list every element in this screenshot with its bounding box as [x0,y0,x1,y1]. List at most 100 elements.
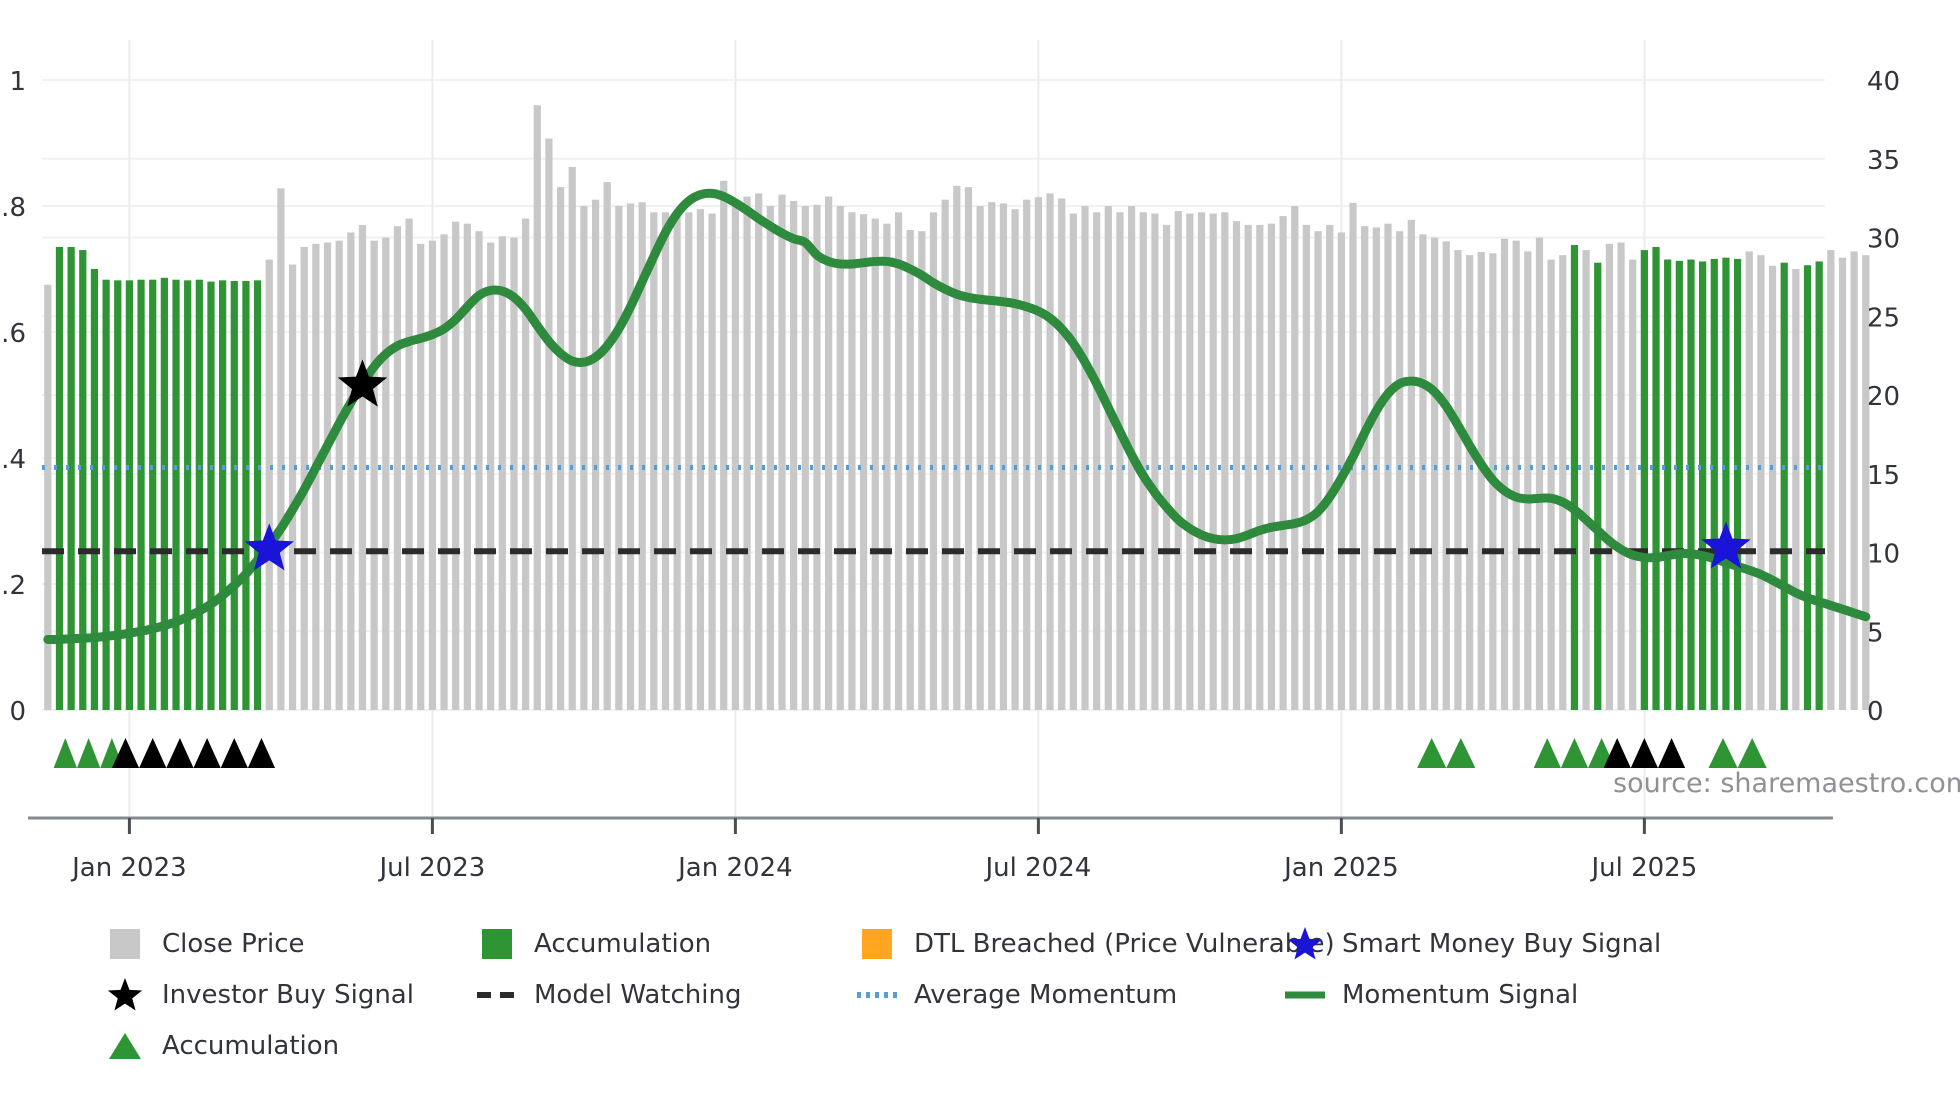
square-swatch-orange [856,929,898,959]
bar-close-price [277,188,285,711]
bar-close-price [1291,206,1299,710]
bar-accumulation [160,277,168,710]
bar-close-price [1757,255,1765,710]
bar-close-price [428,240,437,710]
legend-item-label: DTL Breached (Price Vulnerable) [914,929,1335,959]
bar-close-price [1314,231,1322,710]
triangle-icon-green [53,738,124,768]
bar-close-price [522,218,530,710]
bar-accumulation [1640,250,1648,710]
bar-close-price [836,206,844,710]
bar-close-price [417,243,425,711]
bar-close-price [1034,197,1042,710]
legend-item[interactable]: Momentum Signal [1284,980,1704,1010]
legend-item-label: Investor Buy Signal [162,980,414,1010]
bar-close-price [859,214,868,710]
bar-close-price [1093,212,1101,711]
y-right-tick-label: 40 [1867,67,1900,97]
bar-accumulation [1710,258,1718,710]
bar-close-price [813,204,821,711]
bar-close-price [650,212,658,711]
y-left-tick-label: 0.2 [0,571,26,601]
triangle-icon-black [111,738,276,768]
legend-item[interactable]: Smart Money Buy Signal [1284,925,1704,963]
bar-close-price [708,213,716,710]
bar-close-price [358,224,367,710]
bar-accumulation [1570,245,1579,710]
bar-close-price [976,206,984,710]
x-tick-label: Jan 2023 [70,853,187,883]
triangle-icon-green [1708,738,1767,768]
bar-close-price [720,180,728,711]
bar-accumulation [79,250,87,710]
bar-close-price [1081,206,1089,710]
bar-close-price [335,240,343,710]
bar-close-price [1116,212,1124,711]
bar-close-price [44,284,52,710]
star-icon-blue [244,523,294,571]
legend-item-label: Accumulation [162,1031,340,1061]
bar-close-price [1407,219,1415,711]
bar-accumulation [114,280,122,710]
bar-close-price [615,206,623,710]
bar-close-price [487,242,495,711]
bar-accumulation [55,246,64,710]
bar-close-price [1256,224,1264,710]
bar-close-price [1768,265,1777,710]
legend-item-label: Accumulation [534,929,712,959]
legend-item[interactable]: DTL Breached (Price Vulnerable) [856,929,1335,959]
bar-close-price [382,237,390,710]
legend-item[interactable]: Average Momentum [856,980,1284,1010]
legend-item[interactable]: Investor Buy Signal [104,976,476,1014]
y-right-tick-label: 30 [1867,225,1900,255]
triangle-icon-green [1417,738,1476,768]
bar-close-price [825,196,833,711]
bar-close-price [545,138,553,711]
bar-close-price [1232,221,1241,710]
bar-close-price [463,223,471,710]
bar-close-price [941,199,949,710]
bar-close-price [1221,212,1229,711]
bar-accumulation [1652,246,1660,710]
bar-close-price [626,203,635,711]
x-tick-label: Jul 2025 [1589,853,1697,883]
x-tick-label: Jul 2024 [983,853,1091,883]
bar-close-price [1186,213,1194,710]
dotted-line-icon [856,988,898,1002]
bar-close-price [1500,238,1509,710]
bar-close-price [1559,255,1567,710]
legend-item[interactable]: Close Price [104,929,476,959]
bar-close-price [568,166,576,710]
bar-close-price [1524,251,1532,711]
bar-close-price [743,196,751,711]
bar-close-price [1046,193,1054,710]
bar-close-price [1396,231,1404,710]
triangle-icon-green [104,1031,146,1061]
bar-close-price [999,203,1008,711]
bar-accumulation [1664,259,1672,710]
bar-accumulation [219,280,227,710]
y-left-tick-label: 0.6 [0,319,26,349]
triangle-icon-green [1533,738,1616,768]
bar-close-price [452,221,460,710]
bar-close-price [591,199,600,710]
bar-close-price [1862,255,1870,710]
legend-item[interactable]: Accumulation [104,1031,476,1061]
legend-row: Investor Buy Signal Model Watching Average… [104,976,1904,1014]
bar-accumulation [230,280,238,710]
bar-close-price [1302,224,1311,710]
y-right-tick-label: 35 [1867,146,1900,176]
square-swatch-green [476,929,518,959]
bar-close-price [1477,251,1485,711]
bar-close-price [848,212,856,711]
y-left-tick-label: 0.8 [0,193,26,223]
y-right-tick-label: 25 [1867,303,1900,333]
legend-item[interactable]: Model Watching [476,980,856,1010]
bar-close-price [347,232,355,710]
bar-accumulation [1699,261,1707,710]
legend-item[interactable]: Accumulation [476,929,856,959]
bar-close-price [1465,255,1474,710]
solid-line-icon [1284,988,1326,1002]
